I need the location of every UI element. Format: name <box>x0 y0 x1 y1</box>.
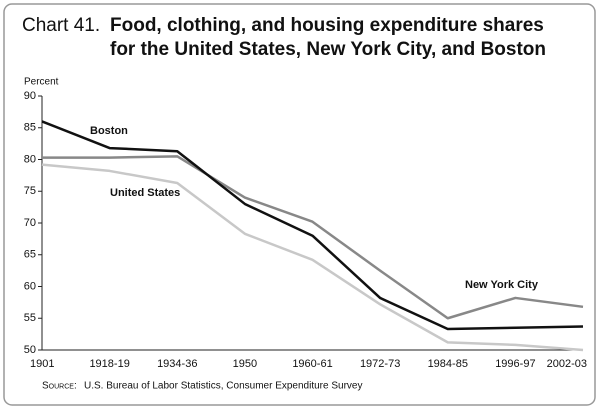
title-prefix: Chart 41. <box>22 15 100 36</box>
frame <box>3 3 596 406</box>
x-tick-label: 1996-97 <box>495 358 535 370</box>
y-tick-label: 50 <box>24 344 36 356</box>
y-tick-label: 60 <box>24 280 36 292</box>
x-tick-label: 1901 <box>30 358 54 370</box>
y-axis-label: Percent <box>24 77 59 88</box>
y-tick-label: 90 <box>24 90 36 102</box>
chart-title: Food, clothing, and housing expenditure … <box>110 15 544 36</box>
x-tick-label: 1984-85 <box>428 358 468 370</box>
y-tick-label: 55 <box>24 312 36 324</box>
y-tick-label: 65 <box>24 249 36 261</box>
x-tick-label: 2002-03 <box>547 358 587 370</box>
y-tick-label: 85 <box>24 122 36 134</box>
series-label: Boston <box>90 125 128 137</box>
source-label: Source: <box>42 381 77 392</box>
x-tick-label: 1934-36 <box>157 358 197 370</box>
y-tick-label: 80 <box>24 153 36 165</box>
x-tick-label: 1960-61 <box>292 358 332 370</box>
series-label: New York City <box>465 279 539 291</box>
series-line <box>42 155 584 320</box>
series-line <box>41 120 584 331</box>
chart-title: for the United States, New York City, an… <box>110 39 546 60</box>
series-line <box>41 163 584 352</box>
source: U.S. Bureau of Labor Statistics, Consume… <box>84 381 362 392</box>
x-tick-label: 1972-73 <box>360 358 400 370</box>
series-label: United States <box>110 187 180 199</box>
y-tick-label: 75 <box>24 185 36 197</box>
y-tick-label: 70 <box>24 217 36 229</box>
x-tick-label: 1918-19 <box>89 358 129 370</box>
x-tick-label: 1950 <box>233 358 257 370</box>
